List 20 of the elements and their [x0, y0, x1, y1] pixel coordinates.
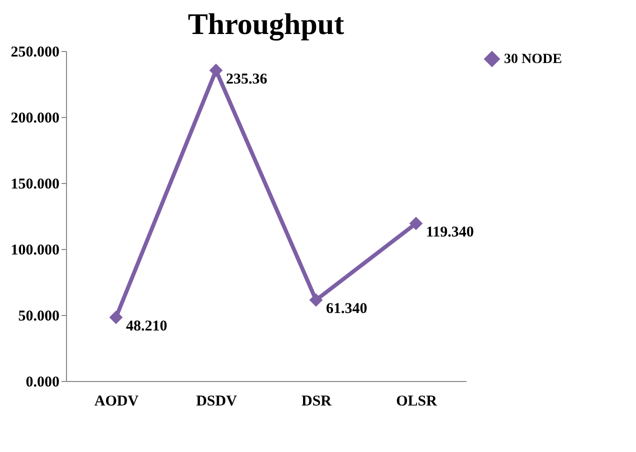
y-tick-label: 200.000 [10, 110, 60, 126]
chart-title: Throughput [188, 8, 344, 41]
point [309, 293, 323, 307]
y-tick-label: 150.000 [10, 176, 60, 192]
data-label: 119.340 [426, 224, 474, 240]
point [209, 64, 223, 78]
y-tick-label: 0.000 [26, 374, 60, 390]
data-label: 235.36 [226, 71, 268, 88]
point [409, 216, 423, 230]
y-tick-label: 250.000 [10, 44, 60, 60]
data-label: 61.340 [326, 301, 368, 318]
x-tick-label: AODV [94, 394, 139, 410]
data-label: 48.210 [126, 318, 168, 334]
legend-label: 30 NODE [504, 52, 562, 67]
x-tick-label: OLSR [396, 394, 438, 410]
y-tick-label: 100.000 [10, 242, 60, 258]
x-tick-label: DSDV [196, 394, 238, 410]
y-tick-label: 50.000 [18, 308, 60, 324]
point [109, 310, 123, 324]
x-tick-label: DSR [301, 394, 332, 410]
